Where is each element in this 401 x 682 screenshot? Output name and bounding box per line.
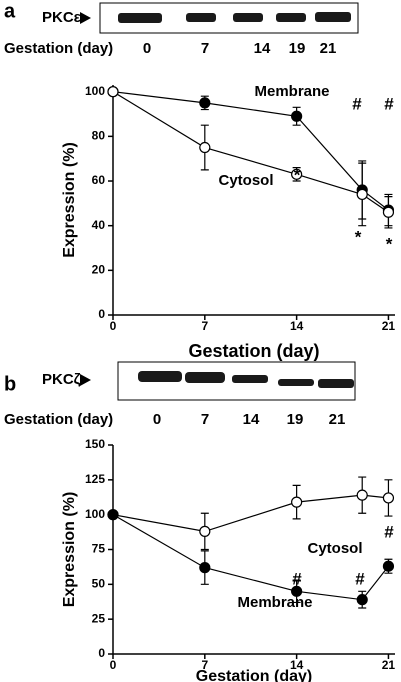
y-tick-label: 100 (85, 84, 105, 98)
data-point (291, 585, 303, 597)
blot-lanes-label: Gestation (day) (4, 411, 113, 428)
y-tick-label: 75 (92, 542, 106, 556)
blot-arrow (80, 12, 91, 24)
data-point (199, 97, 211, 109)
y-tick-label: 60 (92, 173, 106, 187)
x-axis-label: Gestation (day) (188, 341, 319, 361)
y-tick-label: 0 (98, 307, 105, 321)
series-label: Membrane (237, 594, 312, 611)
data-point (199, 525, 211, 537)
y-tick-label: 80 (92, 129, 106, 143)
x-tick-label: 7 (201, 658, 208, 672)
blot-lane-label: 19 (289, 40, 306, 57)
y-tick-label: 0 (98, 646, 105, 660)
data-point (107, 86, 119, 98)
annotation: # (355, 569, 365, 588)
x-tick-label: 0 (110, 319, 117, 333)
series-label: Membrane (254, 83, 329, 100)
data-point (382, 206, 395, 218)
blot-lane-label: 14 (243, 411, 260, 428)
blot-frame (99, 2, 359, 34)
blot-lane-label: 7 (201, 411, 209, 428)
blot-frame (117, 361, 356, 401)
y-tick-label: 20 (92, 263, 106, 277)
series-line (112, 514, 389, 601)
x-tick-label: 0 (110, 658, 117, 672)
blot-lane-label: 0 (143, 40, 151, 57)
data-point (291, 496, 303, 508)
x-tick-label: 14 (290, 658, 304, 672)
series-line (112, 91, 389, 211)
x-tick-label: 14 (290, 319, 304, 333)
panel-label: a (4, 0, 16, 22)
x-axis-label: Gestation (day) (196, 668, 312, 682)
blot-lane-label: 21 (320, 40, 337, 57)
blot-lane-label: 21 (329, 411, 346, 428)
series-line (112, 494, 389, 533)
blot-lane-label: 7 (201, 40, 209, 57)
blot-lane-label: 14 (254, 40, 271, 57)
data-point (382, 560, 395, 572)
blot-lane-label: 19 (287, 411, 304, 428)
y-axis-label: Expression (%) (61, 492, 78, 608)
series-label: Cytosol (307, 540, 362, 557)
annotation: # (384, 94, 394, 113)
y-tick-label: 125 (85, 472, 105, 486)
blot-bands (138, 371, 354, 388)
data-point (107, 509, 119, 521)
data-point (199, 562, 211, 574)
y-tick-label: 100 (85, 507, 105, 521)
data-point (291, 110, 303, 122)
y-tick-label: 40 (92, 218, 106, 232)
data-point (291, 168, 303, 180)
data-point (199, 141, 211, 154)
x-tick-label: 7 (201, 319, 208, 333)
data-point (382, 492, 395, 504)
blot-label: PKCε (42, 9, 81, 26)
data-point (356, 188, 368, 201)
annotation: * (294, 165, 301, 184)
blot-label: PKCζ (42, 371, 81, 388)
blot-lanes-label: Gestation (day) (4, 40, 113, 57)
annotation: # (292, 569, 302, 588)
annotation: # (352, 94, 362, 113)
blot-bands (118, 12, 351, 23)
blot-arrow (80, 374, 91, 386)
y-tick-label: 25 (92, 611, 106, 625)
data-point (356, 594, 368, 606)
blot-lane-label: 0 (153, 411, 161, 428)
x-tick-label: 21 (382, 319, 396, 333)
y-axis-label: Expression (%) (61, 142, 78, 258)
series-label: Cytosol (218, 172, 273, 189)
panel-label: b (4, 373, 16, 395)
data-point (356, 489, 368, 501)
x-tick-label: 21 (382, 658, 396, 672)
y-tick-label: 50 (92, 577, 106, 591)
y-tick-label: 150 (85, 437, 105, 451)
annotation: * (386, 234, 393, 253)
annotation: # (384, 522, 394, 541)
annotation: * (355, 227, 362, 246)
